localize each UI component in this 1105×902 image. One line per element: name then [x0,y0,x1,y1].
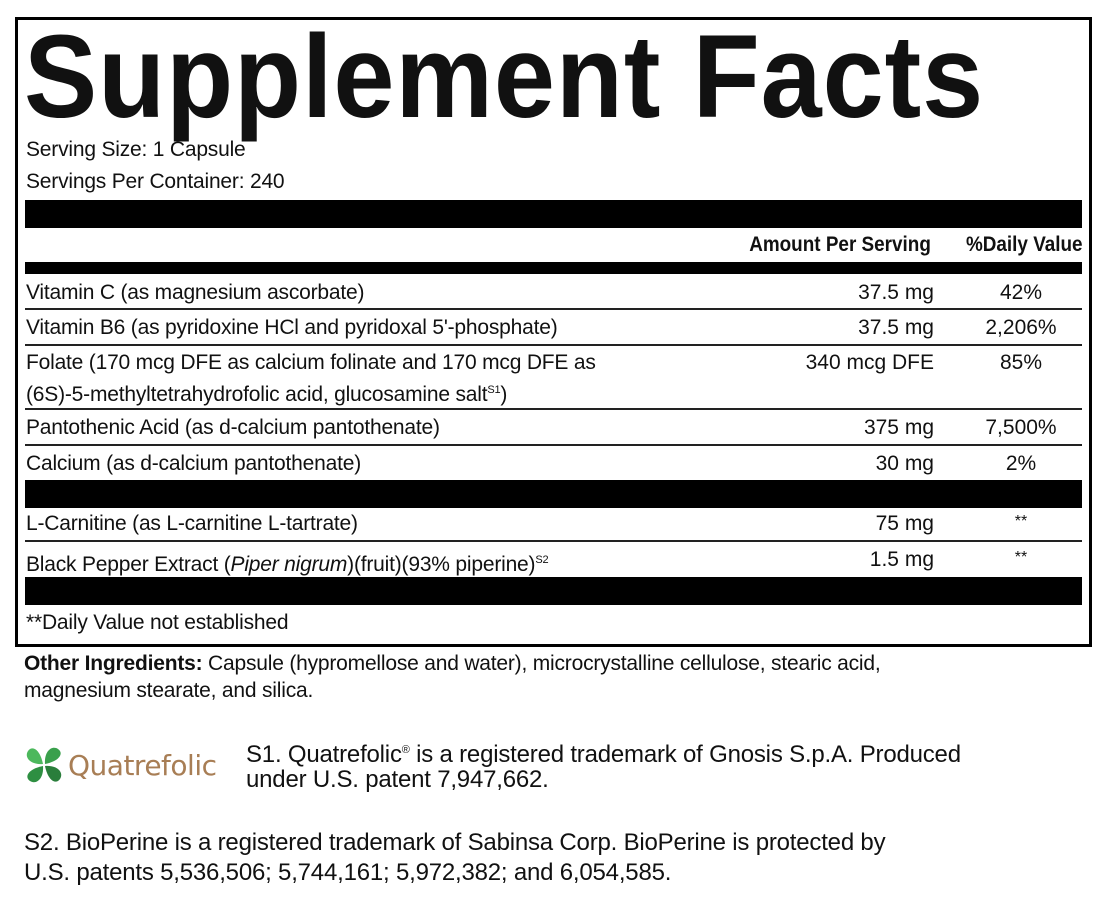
serving-size: Serving Size: 1 Capsule [26,138,246,161]
nutrient-amount: 37.5 mg [858,281,934,304]
nutrient-dv: ** [1014,549,1028,566]
nutrient-name: Calcium (as d-calcium pantothenate) [26,452,361,475]
nutrient-amount: 37.5 mg [858,316,934,339]
divider-bar [25,200,1082,228]
nutrient-dv: 85% [999,351,1043,374]
s1-text: is a registered trademark of Gnosis S.p.… [409,741,961,768]
row-divider [25,344,1082,346]
panel-title: Supplement Facts [24,11,985,143]
clover-icon [26,747,62,783]
divider-bar [25,480,1082,508]
footnote-s2-line2: U.S. patents 5,536,506; 5,744,161; 5,972… [24,859,672,886]
servings-per-container: Servings Per Container: 240 [26,170,285,193]
registered-mark: ® [401,744,410,756]
row-divider [25,444,1082,446]
other-ingredients-text: Capsule (hypromellose and water), microc… [202,652,881,675]
latin-name: Piper nigrum [230,553,348,576]
other-ingredients-label: Other Ingredients: [24,652,203,675]
nutrient-name: Pantothenic Acid (as d-calcium pantothen… [26,416,440,439]
nutrient-name: Vitamin B6 (as pyridoxine HCl and pyrido… [26,316,558,339]
logo-text: Quatrefolic [68,749,217,782]
other-ingredients-line2: magnesium stearate, and silica. [24,679,314,702]
name-text: (6S)-5-methyltetrahydrofolic acid, gluco… [26,383,488,406]
dv-header: %Daily Value [966,233,1083,256]
nutrient-name-line2: (6S)-5-methyltetrahydrofolic acid, gluco… [26,383,508,406]
supplement-facts-panel: Supplement Facts Serving Size: 1 Capsule… [15,12,1092,647]
nutrient-dv: 2,206% [985,316,1057,339]
quatrefolic-logo: Quatrefolic [22,743,242,787]
dv-note: **Daily Value not established [26,611,289,634]
nutrient-amount: 75 mg [875,512,934,535]
footnote-s1: S1. Quatrefolic® is a registered tradema… [246,735,961,770]
nutrient-name: Black Pepper Extract (Piper nigrum)(frui… [26,548,549,577]
amount-header: Amount Per Serving [749,233,931,256]
row-divider [25,408,1082,410]
divider-bar [25,577,1082,605]
row-divider [25,540,1082,542]
name-text: )(fruit)(93% piperine) [347,553,536,576]
nutrient-amount: 1.5 mg [869,548,934,571]
nutrient-name: Vitamin C (as magnesium ascorbate) [26,281,365,304]
nutrient-amount: 375 mg [863,416,934,439]
nutrient-name: Folate (170 mcg DFE as calcium folinate … [26,351,596,374]
row-divider [25,308,1082,310]
nutrient-name: L-Carnitine (as L-carnitine L-tartrate) [26,512,358,535]
other-ingredients: Other Ingredients: Capsule (hypromellose… [24,650,881,677]
nutrient-dv: 7,500% [985,416,1057,439]
nutrient-dv: 42% [999,281,1043,304]
name-text: Black Pepper Extract ( [26,553,231,576]
s1-text: S1. Quatrefolic [246,741,402,768]
nutrient-amount: 30 mg [875,452,934,475]
footnote-ref: S2 [535,554,549,566]
divider-bar [25,262,1082,274]
footnote-s1-line2: under U.S. patent 7,947,662. [246,766,549,793]
nutrient-dv: 2% [1005,452,1037,475]
nutrient-dv: ** [1014,513,1028,530]
footnote-ref: S1 [487,384,501,396]
nutrient-amount: 340 mcg DFE [805,351,934,374]
footnote-s2: S2. BioPerine is a registered trademark … [24,829,886,856]
